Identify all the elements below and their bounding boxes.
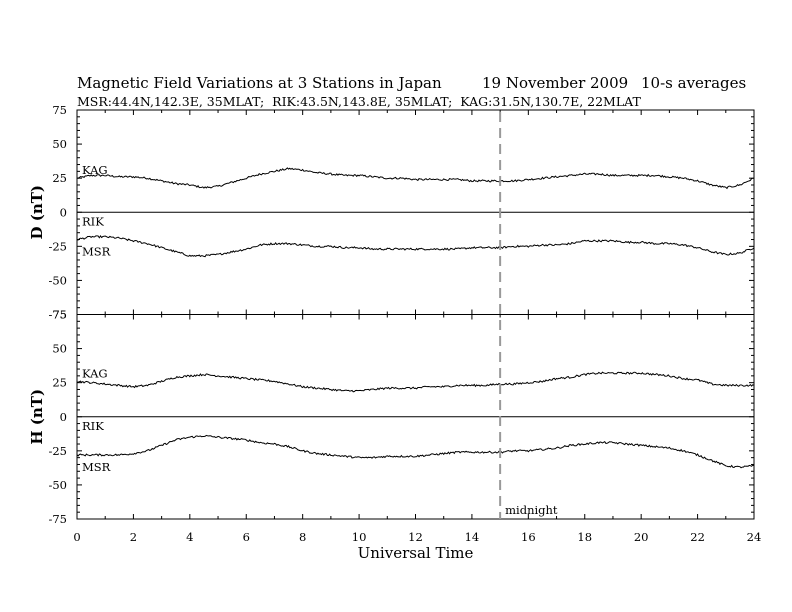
y-tick-label: -75 bbox=[48, 512, 67, 526]
x-tick-label: 0 bbox=[73, 530, 80, 544]
x-tick-label: 22 bbox=[690, 530, 705, 544]
x-axis-label: Universal Time bbox=[358, 544, 474, 562]
x-tick-label: 18 bbox=[577, 530, 592, 544]
y-tick-label: -50 bbox=[48, 273, 67, 287]
x-tick-label: 8 bbox=[299, 530, 306, 544]
x-tick-label: 16 bbox=[521, 530, 536, 544]
chart-subtitle: MSR:44.4N,142.3E, 35MLAT; RIK:43.5N,143.… bbox=[77, 94, 641, 109]
chart-averaging: 10-s averages bbox=[641, 74, 746, 92]
x-tick-label: 4 bbox=[186, 530, 193, 544]
y-tick-label: -75 bbox=[48, 308, 67, 322]
x-tick-label: 2 bbox=[130, 530, 137, 544]
y-tick-label: 50 bbox=[52, 137, 67, 151]
y-tick-label: 75 bbox=[52, 103, 67, 117]
x-tick-label: 12 bbox=[408, 530, 423, 544]
station-label-kag: KAG bbox=[82, 366, 108, 380]
y-tick-label: 25 bbox=[52, 171, 67, 185]
y-tick-label: 25 bbox=[52, 376, 67, 390]
y-tick-label: -50 bbox=[48, 478, 67, 492]
station-label-rik: RIK bbox=[82, 214, 104, 228]
x-tick-label: 20 bbox=[634, 530, 649, 544]
station-label-msr: MSR bbox=[82, 460, 111, 474]
series-line-kag-panel-2 bbox=[76, 371, 755, 393]
y-tick-label: 0 bbox=[60, 205, 67, 219]
y-tick-label: -25 bbox=[48, 444, 67, 458]
station-label-msr: MSR bbox=[82, 245, 111, 259]
series-line-msr-panel-2 bbox=[76, 434, 755, 469]
y-tick-label: 0 bbox=[60, 410, 67, 424]
y-axis-label: H (nT) bbox=[28, 389, 46, 445]
chart-marks: 75 50 25 0 -25 -50 -75 D (nT) KAG RIK MSR 75 50 25 0 -2… bbox=[28, 103, 761, 544]
y-axis-label: D (nT) bbox=[28, 185, 46, 240]
chart-title: Magnetic Field Variations at 3 Stations … bbox=[77, 74, 442, 92]
x-tick-label: 6 bbox=[243, 530, 250, 544]
y-tick-label: 75 bbox=[52, 308, 67, 322]
midnight-label: midnight bbox=[505, 503, 558, 517]
station-label-rik: RIK bbox=[82, 419, 104, 433]
y-tick-label: 50 bbox=[52, 342, 67, 356]
x-tick-label: 14 bbox=[465, 530, 480, 544]
series-line-msr-panel-1 bbox=[76, 235, 755, 258]
series-line-kag-panel-1 bbox=[76, 167, 755, 190]
x-tick-label: 24 bbox=[747, 530, 762, 544]
station-label-kag: KAG bbox=[82, 163, 108, 177]
y-tick-label: -25 bbox=[48, 239, 67, 253]
x-tick-label: 10 bbox=[352, 530, 367, 544]
chart-date: 19 November 2009 bbox=[482, 74, 628, 92]
